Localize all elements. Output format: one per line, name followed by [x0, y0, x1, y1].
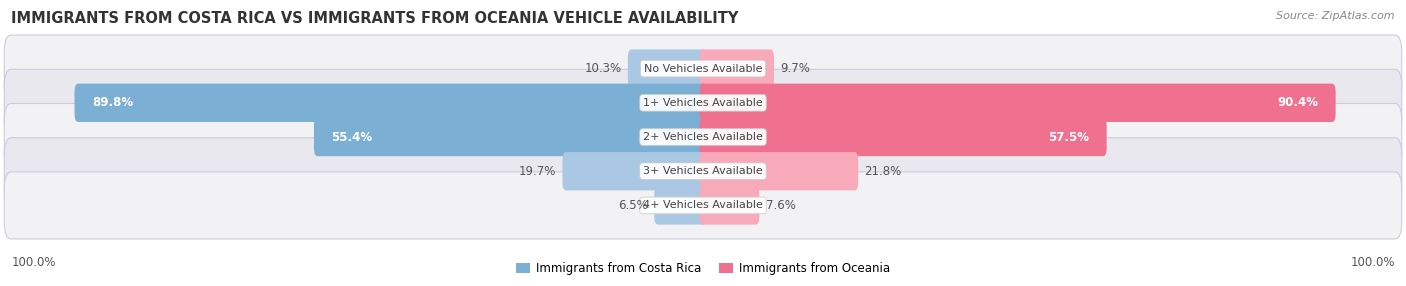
Text: 9.7%: 9.7% [780, 62, 810, 75]
Text: 4+ Vehicles Available: 4+ Vehicles Available [643, 200, 763, 210]
FancyBboxPatch shape [700, 49, 773, 88]
Text: 10.3%: 10.3% [585, 62, 621, 75]
FancyBboxPatch shape [628, 49, 706, 88]
Text: 6.5%: 6.5% [619, 199, 648, 212]
FancyBboxPatch shape [700, 84, 1336, 122]
FancyBboxPatch shape [4, 104, 1402, 170]
FancyBboxPatch shape [4, 35, 1402, 102]
Text: 1+ Vehicles Available: 1+ Vehicles Available [643, 98, 763, 108]
FancyBboxPatch shape [4, 138, 1402, 205]
Legend: Immigrants from Costa Rica, Immigrants from Oceania: Immigrants from Costa Rica, Immigrants f… [512, 258, 894, 280]
FancyBboxPatch shape [4, 172, 1402, 239]
FancyBboxPatch shape [4, 69, 1402, 136]
FancyBboxPatch shape [314, 118, 706, 156]
Text: 3+ Vehicles Available: 3+ Vehicles Available [643, 166, 763, 176]
Text: 57.5%: 57.5% [1049, 130, 1090, 144]
Text: 19.7%: 19.7% [519, 165, 557, 178]
Text: IMMIGRANTS FROM COSTA RICA VS IMMIGRANTS FROM OCEANIA VEHICLE AVAILABILITY: IMMIGRANTS FROM COSTA RICA VS IMMIGRANTS… [11, 11, 738, 26]
Text: 100.0%: 100.0% [11, 256, 56, 269]
Text: 7.6%: 7.6% [766, 199, 796, 212]
FancyBboxPatch shape [700, 118, 1107, 156]
FancyBboxPatch shape [654, 186, 706, 225]
FancyBboxPatch shape [700, 152, 858, 190]
Text: Source: ZipAtlas.com: Source: ZipAtlas.com [1277, 11, 1395, 21]
FancyBboxPatch shape [75, 84, 706, 122]
Text: 21.8%: 21.8% [865, 165, 901, 178]
Text: 90.4%: 90.4% [1277, 96, 1319, 109]
FancyBboxPatch shape [562, 152, 706, 190]
Text: 2+ Vehicles Available: 2+ Vehicles Available [643, 132, 763, 142]
Text: No Vehicles Available: No Vehicles Available [644, 63, 762, 74]
Text: 55.4%: 55.4% [332, 130, 373, 144]
Text: 100.0%: 100.0% [1350, 256, 1395, 269]
Text: 89.8%: 89.8% [91, 96, 134, 109]
FancyBboxPatch shape [700, 186, 759, 225]
